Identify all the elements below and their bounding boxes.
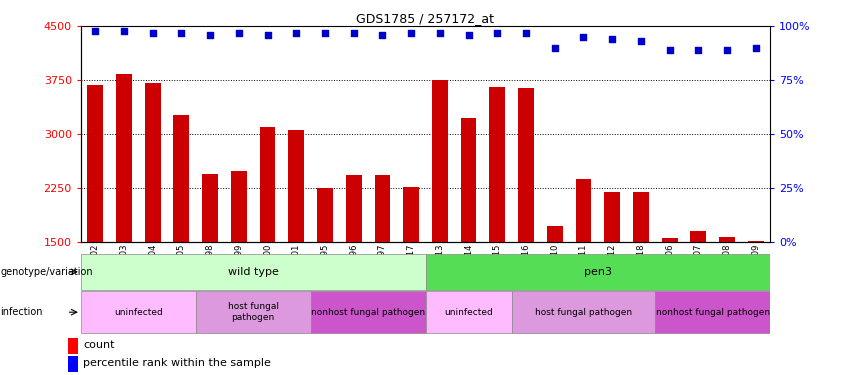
Text: host fungal pathogen: host fungal pathogen (535, 308, 632, 316)
Bar (88, 85, 103, 242)
Bar (547, 226, 563, 242)
Bar (317, 188, 333, 242)
Bar (655, 291, 770, 333)
Text: count: count (83, 340, 115, 350)
Bar (288, 130, 304, 242)
Bar (196, 291, 311, 333)
Point (375, 32, 389, 38)
Point (289, 30, 303, 36)
Bar (81, 291, 196, 333)
Bar (518, 88, 534, 242)
Bar (511, 291, 655, 333)
Bar (403, 186, 419, 242)
Bar (374, 175, 391, 242)
Point (490, 30, 504, 36)
Point (663, 47, 677, 53)
Text: uninfected: uninfected (444, 308, 493, 316)
Bar (203, 174, 218, 242)
Bar (311, 291, 426, 333)
Point (117, 28, 131, 34)
Bar (260, 127, 276, 242)
Bar (231, 171, 247, 242)
Bar (489, 87, 505, 242)
Text: wild type: wild type (228, 267, 278, 277)
Point (347, 30, 361, 36)
Bar (719, 237, 735, 242)
Bar (662, 238, 677, 242)
Text: nonhost fungal pathogen: nonhost fungal pathogen (655, 308, 770, 316)
Bar (426, 254, 770, 290)
Point (634, 38, 648, 44)
Point (462, 32, 476, 38)
Point (577, 34, 591, 40)
Text: pen3: pen3 (584, 267, 612, 277)
Text: uninfected: uninfected (114, 308, 163, 316)
Text: nonhost fungal pathogen: nonhost fungal pathogen (311, 308, 426, 316)
Point (318, 30, 332, 36)
Bar (174, 115, 189, 242)
Bar (604, 192, 620, 242)
Title: GDS1785 / 257172_at: GDS1785 / 257172_at (357, 12, 494, 25)
Text: infection: infection (1, 307, 43, 317)
Bar (116, 74, 132, 242)
Bar (346, 175, 362, 242)
Point (519, 30, 533, 36)
Point (260, 32, 274, 38)
Bar (633, 192, 648, 242)
Bar (81, 254, 426, 290)
Point (174, 30, 188, 36)
Text: percentile rank within the sample: percentile rank within the sample (83, 358, 271, 369)
Text: genotype/variation: genotype/variation (1, 267, 93, 277)
Point (605, 36, 619, 42)
Bar (68, 338, 78, 354)
Point (548, 45, 562, 51)
Point (146, 30, 159, 36)
Bar (68, 356, 78, 372)
Bar (432, 80, 448, 242)
Point (404, 30, 418, 36)
Bar (460, 117, 477, 242)
Bar (748, 241, 763, 242)
Point (749, 45, 762, 51)
Text: host fungal
pathogen: host fungal pathogen (228, 303, 278, 322)
Point (692, 47, 705, 53)
Bar (145, 83, 161, 242)
Bar (426, 291, 511, 333)
Bar (575, 178, 591, 242)
Point (203, 32, 217, 38)
Point (720, 47, 734, 53)
Point (232, 30, 246, 36)
Point (433, 30, 447, 36)
Bar (690, 231, 706, 242)
Point (89, 28, 102, 34)
